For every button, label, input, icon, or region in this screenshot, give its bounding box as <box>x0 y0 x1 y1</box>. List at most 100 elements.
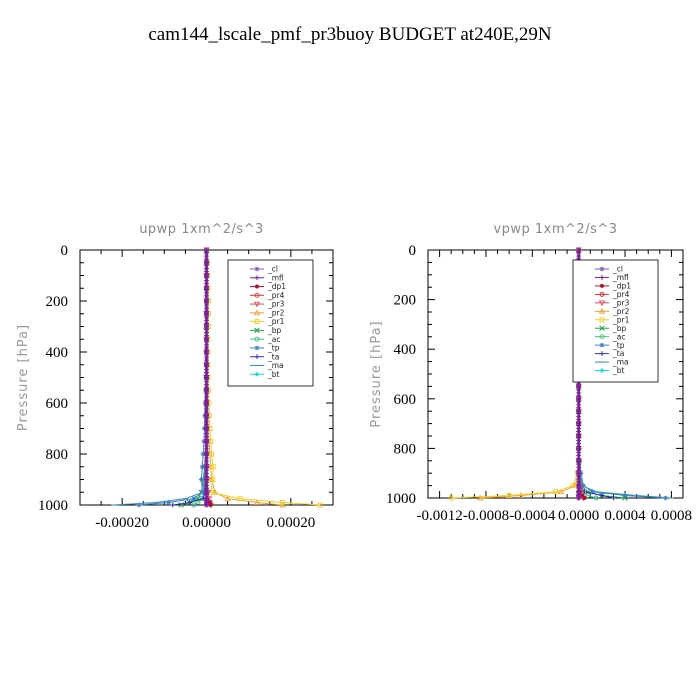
legend-label: _pr3 <box>267 300 285 309</box>
series-marker-pr1 <box>210 464 216 470</box>
legend-box <box>572 259 659 383</box>
y-tick-label: 400 <box>46 345 69 361</box>
legend-label: _pr4 <box>267 291 285 300</box>
y-axis-label: Pressure [hPa] <box>369 320 384 427</box>
panel-upwp: upwp 1xm^2/s^3 Pressure [hPa] 0 200 400 600 80… <box>16 222 334 531</box>
y-tick-label: 600 <box>46 396 69 412</box>
series-marker-pr1 <box>448 495 454 501</box>
series-marker-ta <box>599 493 605 498</box>
legend-marker <box>254 371 260 377</box>
series-marker-pr1 <box>570 483 576 489</box>
x-tick-label: 0.00000 <box>182 515 231 531</box>
legend-box <box>227 259 314 387</box>
legend-label: _ac <box>267 335 280 344</box>
legend-label: _bt <box>612 366 625 375</box>
series-marker-mfl <box>576 494 582 500</box>
series-marker-pr1 <box>506 493 512 498</box>
legend-marker <box>253 301 261 308</box>
x-tick-label: 0.0000 <box>558 508 599 524</box>
series-line-pr1 <box>451 250 580 499</box>
series-marker-pr2 <box>207 463 214 470</box>
legend-marker <box>599 266 605 272</box>
series-marker-tp <box>201 438 207 444</box>
y-tick-label: 400 <box>394 342 417 358</box>
legend-label: _cl <box>612 265 623 274</box>
legend-marker <box>599 317 605 323</box>
series-line-pr2 <box>480 250 580 499</box>
series-marker-pr1 <box>553 489 558 495</box>
legend-marker <box>599 275 605 280</box>
legend-label: _dp1 <box>612 282 631 291</box>
legend-label: _ma <box>267 361 284 370</box>
legend-marker <box>255 284 259 289</box>
series-marker-tp <box>166 500 171 505</box>
legend-marker <box>254 354 260 360</box>
legend-label: _dp1 <box>267 282 286 291</box>
legend-label: _ac <box>612 332 625 341</box>
series-line-ma <box>113 250 207 506</box>
legend-label: _cl <box>267 265 278 274</box>
y-tick-label: 0 <box>409 243 417 259</box>
series-marker-pr2 <box>558 488 565 495</box>
series-marker-dp1 <box>208 503 213 507</box>
series-marker-pr1 <box>210 477 216 482</box>
series-marker-pr2 <box>211 488 219 495</box>
legend-marker <box>253 309 261 316</box>
x-tick-label: -0.00020 <box>95 515 149 531</box>
legend-marker <box>599 342 605 348</box>
series-marker-ta <box>170 502 176 508</box>
legend-marker <box>598 307 606 314</box>
series-marker-pr2 <box>253 499 261 505</box>
legend-label: _bp <box>267 326 282 335</box>
series-marker-ac <box>191 502 197 508</box>
legend-marker <box>254 336 260 342</box>
legend-label: _pr4 <box>612 290 630 299</box>
panel-title: vpwp 1xm^2/s^3 <box>493 222 617 237</box>
figure-title: cam144_lscale_pmf_pr3buoy BUDGET at240E,… <box>148 24 552 45</box>
y-tick-label: 1000 <box>386 491 416 507</box>
series-line-tp <box>138 250 207 506</box>
legend-label: _bp <box>612 324 627 333</box>
series-marker-ta <box>187 500 193 505</box>
legend-label: _ta <box>612 349 624 358</box>
legend-marker <box>254 327 260 334</box>
series-marker-ta <box>611 495 616 501</box>
series-marker-ac <box>593 495 599 501</box>
legend-label: _pr2 <box>267 308 285 317</box>
y-tick-label: 1000 <box>38 498 68 514</box>
x-tick-label: 0.00020 <box>266 515 315 531</box>
series-marker-pr2 <box>517 492 524 498</box>
legend-marker <box>599 351 605 357</box>
series-marker-pr1 <box>317 502 323 508</box>
legend-label: _mfl <box>612 273 629 282</box>
legend-label: _pr2 <box>612 307 630 316</box>
x-tick-label: 0.0008 <box>651 508 692 524</box>
series-marker-tp <box>590 489 595 495</box>
series-marker-tp <box>136 502 142 508</box>
y-tick-label: 200 <box>394 293 417 309</box>
legend-marker <box>599 334 605 340</box>
series-marker-pr1 <box>279 500 285 505</box>
legend-label: _tp <box>612 341 625 350</box>
legend-marker <box>600 283 604 288</box>
y-tick-label: 800 <box>46 447 69 463</box>
y-tick-label: 600 <box>394 392 417 408</box>
legend-label: _pr3 <box>612 298 630 307</box>
legend-marker <box>599 368 605 373</box>
legend-marker <box>254 319 260 325</box>
y-axis-label: Pressure [hPa] <box>16 324 31 431</box>
legend-label: _pr1 <box>612 315 630 324</box>
legend-label: _ma <box>612 358 629 367</box>
legend-marker <box>599 291 605 297</box>
y-tick-label: 0 <box>61 243 69 259</box>
legend-marker <box>599 325 605 331</box>
legend-marker <box>254 275 260 281</box>
series-marker-tp <box>199 477 204 482</box>
y-tick-label: 800 <box>394 441 417 457</box>
legend-label: _mfl <box>267 273 284 282</box>
series-marker-pr2 <box>224 495 231 501</box>
series-marker-tp <box>622 493 628 498</box>
series-marker-tp <box>199 464 205 470</box>
legend-marker <box>254 292 260 298</box>
